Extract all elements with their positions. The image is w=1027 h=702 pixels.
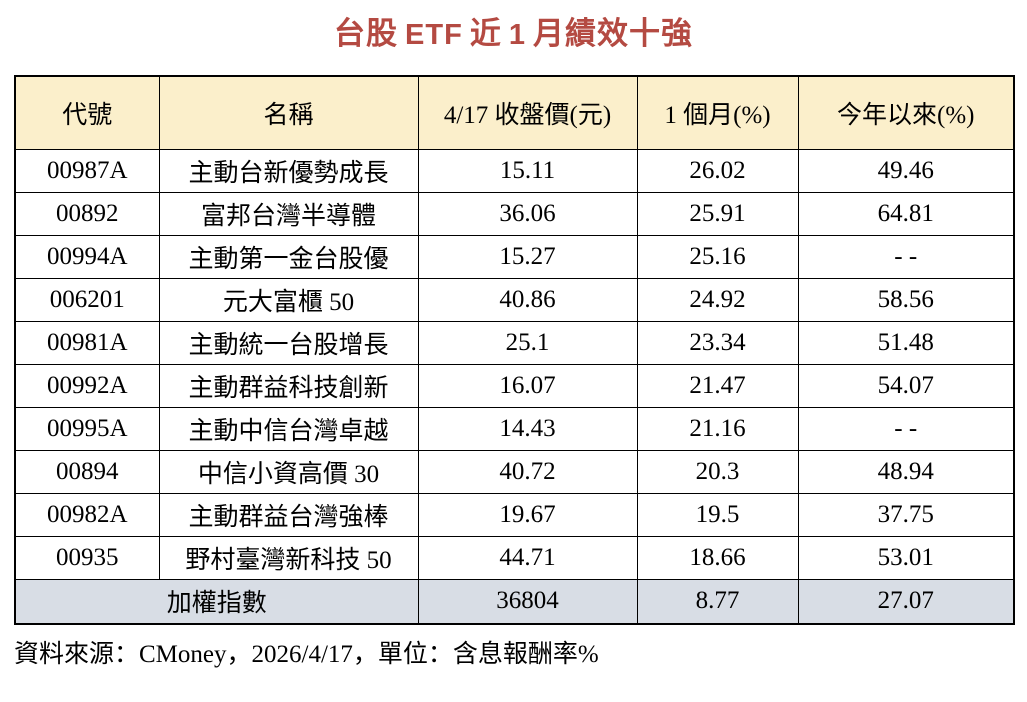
summary-one-month: 8.77 — [636, 578, 799, 625]
cell-code: 00995A — [14, 406, 160, 451]
cell-name: 元大富櫃 50 — [158, 277, 419, 322]
cell-ytd: - - — [797, 234, 1015, 279]
summary-label: 加權指數 — [14, 578, 419, 625]
col-header-code: 代號 — [14, 75, 160, 150]
cell-name: 主動第一金台股優 — [158, 234, 419, 279]
cell-one-month: 26.02 — [636, 148, 799, 193]
cell-code: 006201 — [14, 277, 160, 322]
table-row: 00981A 主動統一台股增長 25.1 23.34 51.48 — [14, 320, 1015, 365]
cell-one-month: 23.34 — [636, 320, 799, 365]
cell-name: 主動統一台股增長 — [158, 320, 419, 365]
cell-close-price: 40.72 — [417, 449, 638, 494]
etf-performance-table: 代號 名稱 4/17 收盤價(元) 1 個月(%) 今年以來(%) 00987A… — [14, 75, 1015, 625]
cell-code: 00987A — [14, 148, 160, 193]
cell-ytd: 49.46 — [797, 148, 1015, 193]
cell-name: 主動群益台灣強棒 — [158, 492, 419, 537]
cell-ytd: 37.75 — [797, 492, 1015, 537]
title-segment: 近 — [469, 16, 502, 51]
cell-one-month: 21.16 — [636, 406, 799, 451]
cell-ytd: 54.07 — [797, 363, 1015, 408]
cell-name: 富邦台灣半導體 — [158, 191, 419, 236]
title-segment-etf: ETF — [405, 19, 463, 51]
title-segment: 台股 — [334, 16, 399, 51]
cell-close-price: 15.11 — [417, 148, 638, 193]
table-row: 006201 元大富櫃 50 40.86 24.92 58.56 — [14, 277, 1015, 322]
cell-code: 00935 — [14, 535, 160, 580]
cell-close-price: 15.27 — [417, 234, 638, 279]
cell-close-price: 14.43 — [417, 406, 638, 451]
table-row: 00935 野村臺灣新科技 50 44.71 18.66 53.01 — [14, 535, 1015, 580]
cell-one-month: 20.3 — [636, 449, 799, 494]
cell-one-month: 25.91 — [636, 191, 799, 236]
cell-name: 中信小資高價 30 — [158, 449, 419, 494]
col-header-ytd: 今年以來(%) — [797, 75, 1015, 150]
cell-one-month: 19.5 — [636, 492, 799, 537]
cell-ytd: 58.56 — [797, 277, 1015, 322]
cell-ytd: 53.01 — [797, 535, 1015, 580]
cell-close-price: 16.07 — [417, 363, 638, 408]
col-header-name: 名稱 — [158, 75, 419, 150]
summary-ytd: 27.07 — [797, 578, 1015, 625]
cell-name: 野村臺灣新科技 50 — [158, 535, 419, 580]
cell-ytd: 64.81 — [797, 191, 1015, 236]
table-row: 00992A 主動群益科技創新 16.07 21.47 54.07 — [14, 363, 1015, 408]
table-row: 00995A 主動中信台灣卓越 14.43 21.16 - - — [14, 406, 1015, 451]
cell-code: 00981A — [14, 320, 160, 365]
cell-one-month: 24.92 — [636, 277, 799, 322]
cell-close-price: 40.86 — [417, 277, 638, 322]
cell-code: 00894 — [14, 449, 160, 494]
cell-ytd: 48.94 — [797, 449, 1015, 494]
summary-close-price: 36804 — [417, 578, 638, 625]
cell-one-month: 25.16 — [636, 234, 799, 279]
cell-code: 00892 — [14, 191, 160, 236]
cell-name: 主動台新優勢成長 — [158, 148, 419, 193]
cell-code: 00994A — [14, 234, 160, 279]
cell-name: 主動群益科技創新 — [158, 363, 419, 408]
col-header-close-price: 4/17 收盤價(元) — [417, 75, 638, 150]
table-row: 00994A 主動第一金台股優 15.27 25.16 - - — [14, 234, 1015, 279]
cell-ytd: 51.48 — [797, 320, 1015, 365]
title-segment-number: 1 — [508, 19, 526, 51]
cell-close-price: 19.67 — [417, 492, 638, 537]
source-note: 資料來源：CMoney，2026/4/17，單位：含息報酬率% — [14, 641, 599, 668]
table-row: 00892 富邦台灣半導體 36.06 25.91 64.81 — [14, 191, 1015, 236]
table-header-row: 代號 名稱 4/17 收盤價(元) 1 個月(%) 今年以來(%) — [14, 75, 1015, 150]
col-header-one-month: 1 個月(%) — [636, 75, 799, 150]
table-row: 00894 中信小資高價 30 40.72 20.3 48.94 — [14, 449, 1015, 494]
page-title: 台股 ETF 近 1 月績效十強 — [0, 12, 1027, 56]
cell-code: 00982A — [14, 492, 160, 537]
summary-row-weighted-index: 加權指數 36804 8.77 27.07 — [14, 578, 1015, 625]
cell-ytd: - - — [797, 406, 1015, 451]
cell-one-month: 18.66 — [636, 535, 799, 580]
cell-close-price: 44.71 — [417, 535, 638, 580]
cell-code: 00992A — [14, 363, 160, 408]
cell-close-price: 25.1 — [417, 320, 638, 365]
table-row: 00987A 主動台新優勢成長 15.11 26.02 49.46 — [14, 148, 1015, 193]
cell-one-month: 21.47 — [636, 363, 799, 408]
cell-close-price: 36.06 — [417, 191, 638, 236]
table-row: 00982A 主動群益台灣強棒 19.67 19.5 37.75 — [14, 492, 1015, 537]
title-segment: 月績效十強 — [532, 16, 693, 51]
cell-name: 主動中信台灣卓越 — [158, 406, 419, 451]
